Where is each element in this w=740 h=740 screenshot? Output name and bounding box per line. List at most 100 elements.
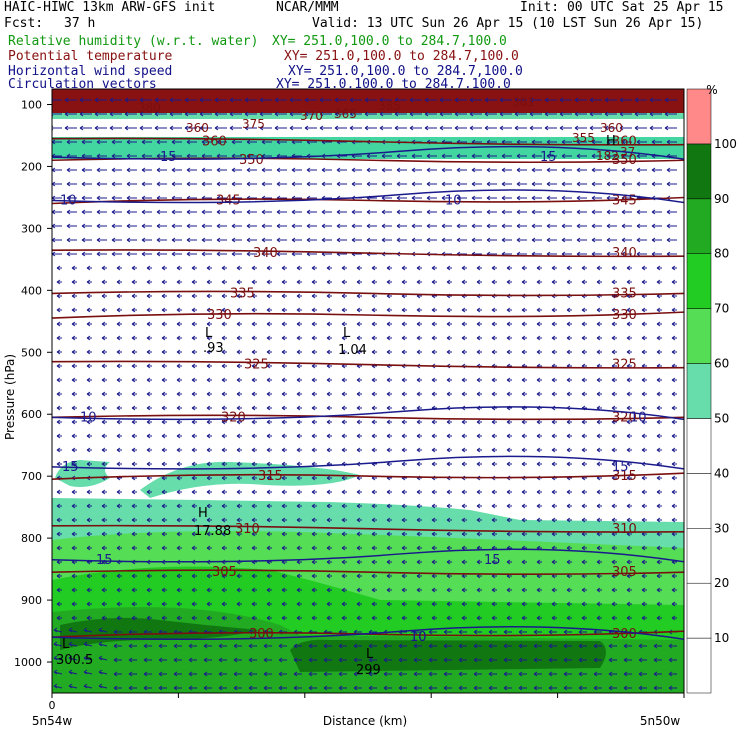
wind-vector-head	[514, 111, 519, 117]
wind-vector-head	[101, 377, 106, 383]
wind-vector-head	[201, 181, 206, 187]
wind-vector-head	[574, 125, 579, 131]
wind-vector-head	[636, 209, 641, 215]
wind-vector-head	[71, 265, 76, 271]
wind-vector-head	[431, 461, 436, 467]
wind-vector-head	[341, 391, 346, 397]
wind-vector-head	[169, 97, 174, 103]
wind-vector-head	[501, 223, 506, 229]
wind-vector-head	[626, 349, 631, 355]
wind-vector-head	[176, 377, 181, 383]
wind-vector-head	[581, 377, 586, 383]
wind-vector-head	[506, 489, 511, 495]
wind-vector-head	[514, 125, 519, 131]
wind-vector-head	[161, 377, 166, 383]
wind-vector-head	[461, 531, 466, 537]
wind-vector-head	[431, 503, 436, 509]
wind-vector-head	[261, 237, 266, 243]
wind-vector-head	[521, 265, 526, 271]
wind-vector-head	[156, 251, 161, 257]
wind-vector-head	[319, 111, 324, 117]
wind-vector-head	[521, 391, 526, 397]
wind-vector-head	[116, 419, 121, 425]
wind-vector-head	[146, 531, 151, 537]
wind-vector-head	[96, 223, 101, 229]
wind-vector-head	[426, 223, 431, 229]
wind-vector-head	[311, 293, 316, 299]
wind-vector-head	[56, 461, 61, 467]
theta-label-top: 365	[334, 107, 357, 121]
wind-vector-head	[371, 279, 376, 285]
wind-vector-head	[304, 97, 309, 103]
wind-vector-head	[666, 167, 671, 173]
wind-vector-head	[86, 419, 91, 425]
wind-vector-head	[611, 503, 616, 509]
wind-vector-head	[651, 167, 656, 173]
y-tick-label: 800	[21, 532, 42, 545]
wind-vector-head	[506, 335, 511, 341]
wind-vector-head	[266, 461, 271, 467]
wind-vector-head	[334, 125, 339, 131]
wind-vector-head	[131, 447, 136, 453]
wind-vector-head	[266, 447, 271, 453]
wind-vector-head	[251, 335, 256, 341]
wind-vector-head	[506, 461, 511, 467]
wind-vector-head	[521, 419, 526, 425]
wind-vector-head	[161, 349, 166, 355]
wind-vector-head	[371, 489, 376, 495]
wind-vector-head	[531, 181, 536, 187]
wind-vector-head	[326, 279, 331, 285]
wind-vector-head	[401, 461, 406, 467]
wind-vector-head	[476, 349, 481, 355]
wind-vector-head	[591, 209, 596, 215]
wind-vector-head	[656, 377, 661, 383]
wind-vector-head	[281, 363, 286, 369]
wind-speed-label: 15	[612, 460, 629, 475]
wind-vector-head	[201, 139, 206, 145]
wind-vector-head	[161, 307, 166, 313]
colorbar-label: 100	[714, 137, 737, 151]
wind-vector-head	[401, 531, 406, 537]
wind-vector-head	[296, 489, 301, 495]
wind-vector-head	[56, 377, 61, 383]
wind-vector-head	[566, 307, 571, 313]
y-tick-label: 200	[21, 160, 42, 173]
wind-vector-head	[431, 349, 436, 355]
y-tick-label: 300	[21, 222, 42, 235]
wind-vector-head	[96, 195, 101, 201]
wind-vector-head	[56, 307, 61, 313]
wind-vector-head	[471, 195, 476, 201]
wind-vector-head	[111, 223, 116, 229]
wind-vector-head	[536, 307, 541, 313]
wind-vector-head	[146, 265, 151, 271]
wind-vector-head	[364, 111, 369, 117]
wind-vector-head	[634, 111, 639, 117]
extrema-value: .93	[203, 341, 224, 356]
wind-vector-head	[141, 209, 146, 215]
wind-vector-head	[251, 307, 256, 313]
wind-vector-head	[656, 265, 661, 271]
wind-vector-head	[276, 167, 281, 173]
wind-vector-head	[461, 307, 466, 313]
wind-vector-head	[101, 363, 106, 369]
theta-line	[52, 472, 684, 480]
wind-vector-head	[626, 405, 631, 411]
wind-vector-head	[266, 293, 271, 299]
wind-vector-head	[356, 321, 361, 327]
wind-vector-head	[576, 181, 581, 187]
wind-vector-head	[469, 111, 474, 117]
theta-line	[52, 290, 684, 297]
wind-vector-head	[126, 237, 131, 243]
wind-vector-head	[266, 489, 271, 495]
wind-vector-head	[371, 391, 376, 397]
wind-vector-head	[71, 531, 76, 537]
wind-vector-head	[506, 279, 511, 285]
wind-vector-head	[634, 125, 639, 131]
wind-vector-head	[56, 531, 61, 537]
wind-vector-head	[626, 517, 631, 523]
wind-vector-head	[126, 223, 131, 229]
wind-vector-head	[381, 223, 386, 229]
wind-vector-head	[606, 209, 611, 215]
wind-vector-head	[566, 447, 571, 453]
field-wind-xy: XY= 251.0,100.0 to 284.7,100.0	[288, 64, 523, 79]
